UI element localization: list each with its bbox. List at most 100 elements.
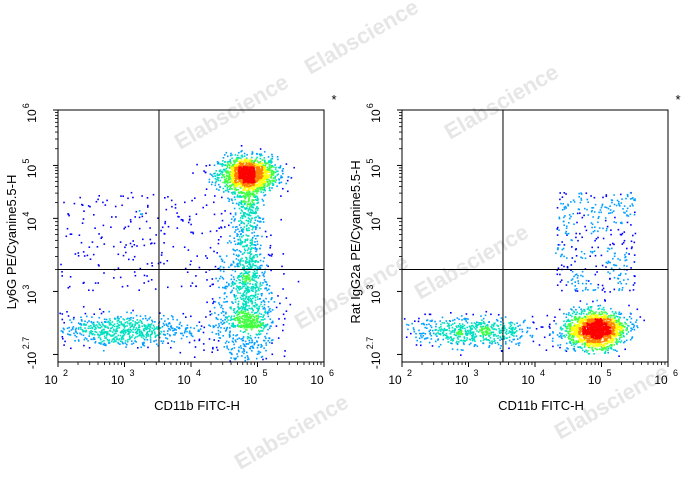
event-dot: [230, 175, 232, 177]
event-dot: [253, 287, 255, 289]
event-dot: [223, 311, 225, 313]
event-dot: [137, 319, 139, 321]
watermark-text: Elabscience: [230, 389, 353, 474]
event-dot: [222, 287, 224, 289]
event-dot: [229, 165, 231, 167]
event-dot: [246, 316, 248, 318]
event-dot: [136, 245, 138, 247]
event-dot: [145, 334, 147, 336]
event-dot: [560, 344, 562, 346]
event-dot: [558, 336, 560, 338]
event-dot: [461, 349, 463, 351]
event-dot: [463, 318, 465, 320]
event-dot: [436, 323, 438, 325]
event-dot: [578, 196, 580, 198]
event-dot: [83, 306, 85, 308]
event-dot: [266, 179, 268, 181]
y-tick-label-group: 103: [21, 285, 39, 304]
event-dot: [566, 227, 568, 229]
event-dot: [569, 342, 571, 344]
event-dot: [282, 330, 284, 332]
event-dot: [231, 279, 233, 281]
event-dot: [249, 224, 251, 226]
x-tick-exponent: 2: [63, 368, 68, 378]
event-dot: [624, 349, 626, 351]
event-dot: [243, 175, 245, 177]
event-dot: [255, 226, 257, 228]
event-dot: [229, 235, 231, 237]
event-dot: [226, 282, 228, 284]
event-dot: [250, 211, 252, 213]
event-dot: [575, 309, 577, 311]
event-dot: [270, 245, 272, 247]
event-dot: [115, 206, 117, 208]
event-dot: [255, 212, 257, 214]
event-dot: [242, 184, 244, 186]
event-dot: [450, 339, 452, 341]
event-dot: [236, 254, 238, 256]
event-dot: [262, 189, 264, 191]
event-dot: [595, 274, 597, 276]
event-dot: [119, 321, 121, 323]
event-dot: [603, 288, 605, 290]
event-dot: [509, 327, 511, 329]
event-dot: [590, 251, 592, 253]
event-dot: [574, 261, 576, 263]
event-dot: [101, 334, 103, 336]
event-dot: [497, 320, 499, 322]
event-dot: [515, 327, 517, 329]
event-dot: [591, 227, 593, 229]
event-dot: [242, 217, 244, 219]
event-dot: [243, 332, 245, 334]
event-dot: [239, 250, 241, 252]
event-dot: [249, 340, 251, 342]
event-dot: [113, 277, 115, 279]
event-dot: [235, 189, 237, 191]
y-tick-label: 10: [25, 217, 39, 231]
event-dot: [286, 297, 288, 299]
event-dot: [88, 320, 90, 322]
event-dot: [205, 255, 207, 257]
event-dot: [140, 315, 142, 317]
event-dot: [244, 204, 246, 206]
event-dot: [76, 336, 78, 338]
event-dot: [231, 285, 233, 287]
event-dot: [190, 224, 192, 226]
event-dot: [167, 260, 169, 262]
event-dot: [247, 203, 249, 205]
event-dot: [161, 318, 163, 320]
event-dot: [465, 331, 467, 333]
event-dot: [597, 247, 599, 249]
event-dot: [293, 167, 295, 169]
event-dot: [110, 324, 112, 326]
event-dot: [220, 319, 222, 321]
event-dot: [106, 331, 108, 333]
event-dot: [94, 227, 96, 229]
event-dot: [234, 196, 236, 198]
event-dot: [434, 321, 436, 323]
event-dot: [244, 153, 246, 155]
event-dot: [466, 313, 468, 315]
event-dot: [150, 243, 152, 245]
event-dot: [223, 191, 225, 193]
x-tick-label: 10: [244, 373, 258, 387]
event-dot: [224, 298, 226, 300]
event-dot: [244, 249, 246, 251]
event-dot: [510, 326, 512, 328]
event-dot: [251, 339, 253, 341]
event-dot: [567, 205, 569, 207]
event-dot: [259, 275, 261, 277]
event-dot: [170, 347, 172, 349]
event-dot: [93, 313, 95, 315]
event-dot: [426, 324, 428, 326]
event-dot: [236, 353, 238, 355]
event-dot: [171, 328, 173, 330]
event-dot: [630, 321, 632, 323]
event-dot: [241, 236, 243, 238]
event-dot: [436, 329, 438, 331]
event-dot: [261, 272, 263, 274]
event-dot: [624, 231, 626, 233]
event-dot: [613, 313, 615, 315]
event-dot: [195, 346, 197, 348]
event-dot: [171, 206, 173, 208]
